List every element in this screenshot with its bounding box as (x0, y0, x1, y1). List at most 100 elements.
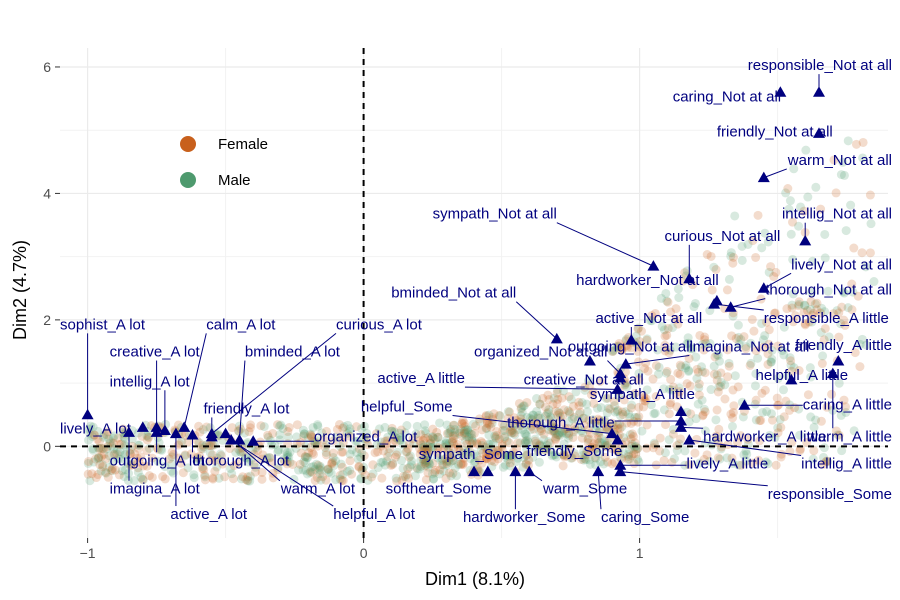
individual-point (665, 400, 675, 410)
individual-point (851, 139, 861, 149)
individual-point (315, 469, 325, 479)
x-tick-label: 1 (636, 545, 644, 561)
individual-point (416, 461, 426, 471)
individual-point (507, 428, 517, 438)
individual-point (498, 425, 508, 435)
individual-point (760, 331, 770, 341)
individual-point (208, 473, 218, 483)
individual-point (559, 450, 569, 460)
individual-point (138, 475, 148, 485)
individual-point (285, 447, 295, 457)
individual-point (633, 454, 643, 464)
individual-point (665, 345, 675, 355)
individual-point (273, 420, 283, 430)
individual-point (459, 418, 469, 428)
individual-point (643, 366, 653, 376)
individual-point (316, 475, 326, 485)
individual-point (387, 426, 397, 436)
individual-point (444, 468, 454, 478)
individual-point (465, 447, 475, 457)
individual-point (142, 461, 152, 471)
individual-point (649, 409, 659, 419)
individual-point (806, 296, 816, 306)
individual-point (464, 435, 474, 445)
individual-point (416, 439, 426, 449)
individual-point (448, 420, 458, 430)
label-leader-line (689, 439, 802, 456)
individual-point (640, 396, 650, 406)
individual-point (463, 425, 473, 435)
individual-point (559, 450, 569, 460)
individual-point (372, 429, 382, 439)
individual-point (337, 475, 347, 485)
individual-point (167, 459, 177, 469)
category-label: bminded_Not at all (391, 285, 516, 302)
individual-point (529, 424, 539, 434)
individual-point (757, 319, 767, 329)
individual-point (214, 473, 224, 483)
label-leader-line (625, 354, 690, 365)
label-leader-line (230, 439, 334, 507)
individual-point (421, 428, 431, 438)
individual-point (607, 346, 617, 356)
individual-point (550, 423, 560, 433)
individual-point (617, 345, 627, 355)
individual-point (101, 468, 111, 478)
legend: Female Male (180, 136, 268, 189)
y-tick-label: 2 (43, 312, 51, 328)
individual-point (469, 428, 479, 438)
individual-point (455, 427, 465, 437)
individual-point (820, 253, 830, 263)
individual-point (809, 422, 819, 432)
individual-point (310, 437, 320, 447)
individual-point (566, 394, 576, 404)
individual-point (794, 299, 804, 309)
individual-point (535, 399, 545, 409)
category-marker (647, 260, 660, 271)
individual-point (553, 410, 563, 420)
individual-point (846, 200, 856, 210)
individual-point (336, 459, 346, 469)
individual-point (463, 450, 473, 460)
individual-point (528, 410, 538, 420)
individual-point (405, 451, 415, 461)
category-marker (481, 465, 494, 477)
category-label: calm_A lot (206, 316, 276, 333)
individual-point (523, 460, 533, 470)
individual-point (153, 456, 163, 466)
category-marker (186, 428, 199, 440)
individual-point (459, 453, 469, 463)
category-label: active_A lot (170, 506, 248, 523)
individual-point (711, 265, 721, 275)
individual-point (307, 462, 317, 472)
individual-point (459, 426, 469, 436)
individual-point (419, 446, 429, 456)
individual-point (490, 451, 500, 461)
individual-point (599, 459, 609, 469)
category-label: intellig_Not at all (782, 206, 892, 223)
individual-point (435, 465, 445, 475)
category-marker (219, 427, 232, 439)
individual-point (244, 457, 254, 467)
individual-point (693, 399, 703, 409)
individual-point (642, 335, 652, 345)
individual-point (641, 358, 651, 368)
individual-point (664, 409, 674, 419)
individual-point (712, 433, 722, 443)
individual-point (553, 430, 563, 440)
individual-point (482, 415, 492, 425)
individual-point (518, 401, 528, 411)
x-axis-title: Dim1 (8.1%) (425, 569, 525, 589)
individual-point (709, 262, 719, 272)
individual-point (389, 427, 399, 437)
individual-point (428, 432, 438, 442)
individual-point (592, 434, 602, 444)
category-markers (81, 86, 845, 477)
individual-point (738, 412, 748, 422)
individual-point (593, 414, 603, 424)
individual-point (866, 219, 876, 229)
individual-point (505, 461, 515, 471)
individual-point (547, 419, 557, 429)
individual-point (684, 460, 694, 470)
